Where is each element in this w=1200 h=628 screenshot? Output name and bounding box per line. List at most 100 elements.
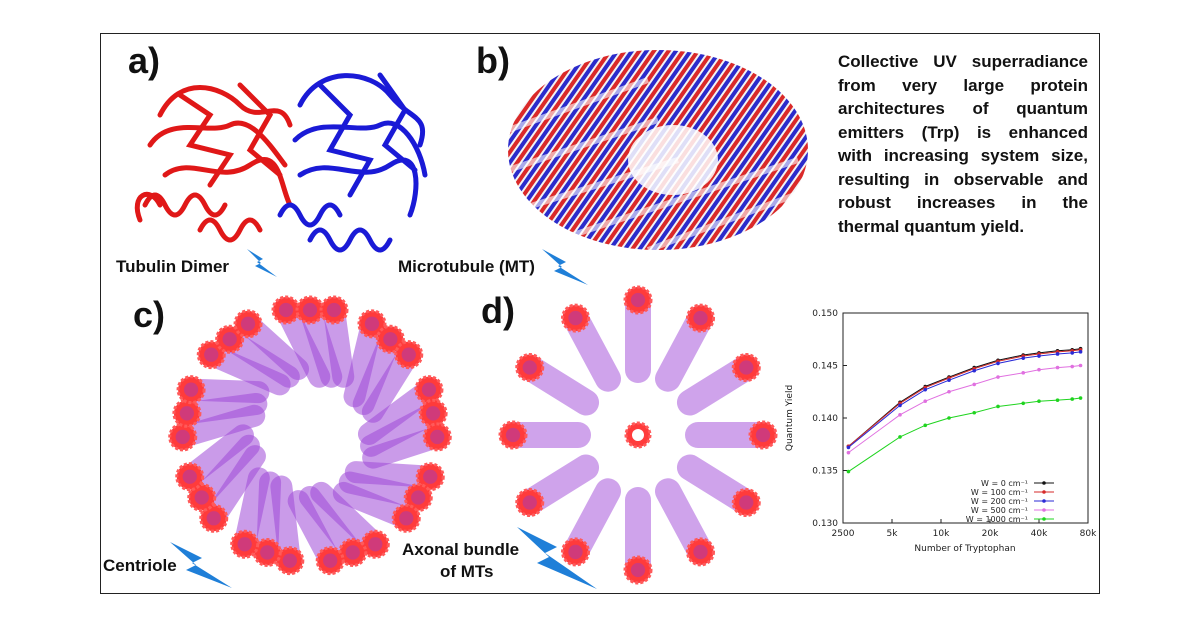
microtubule-ring bbox=[731, 488, 761, 517]
centriole-triplet bbox=[332, 461, 445, 533]
data-point bbox=[923, 423, 928, 428]
x-tick-label: 5k bbox=[887, 529, 899, 539]
microtubule-ring bbox=[172, 398, 202, 428]
quantum-yield-chart: 2500 5k 10k 20k 40k 80k 0.130 0.135 0.140 0.145 0… bbox=[785, 309, 1097, 554]
axonal-tube bbox=[623, 285, 653, 383]
microtubule-ring bbox=[418, 398, 448, 428]
caption-centriole: Centriole bbox=[103, 556, 177, 575]
microtubule-ring bbox=[168, 422, 198, 452]
data-point bbox=[947, 378, 951, 382]
microtubule-ring bbox=[748, 420, 778, 450]
y-tick-label: 0.150 bbox=[812, 309, 838, 319]
caption-tubulin-dimer: Tubulin Dimer bbox=[116, 257, 230, 276]
summary-line: robust increases in the bbox=[838, 193, 1088, 212]
y-tick-label: 0.135 bbox=[812, 467, 838, 477]
data-point bbox=[1037, 354, 1041, 358]
microtubule-ring bbox=[196, 340, 226, 370]
centriole-triplet bbox=[196, 309, 310, 396]
panel-label-d: d) bbox=[481, 290, 515, 331]
microtubule-ring bbox=[233, 309, 263, 339]
data-point bbox=[1078, 396, 1083, 400]
microtubule-ring bbox=[315, 546, 345, 576]
legend-label: W = 0 cm⁻¹ bbox=[981, 479, 1028, 488]
x-tick-label: 80k bbox=[1080, 529, 1097, 539]
central-microtubule bbox=[624, 421, 652, 449]
y-tick-label: 0.130 bbox=[812, 519, 838, 529]
microtubule-ring bbox=[686, 537, 715, 567]
microtubule-ring bbox=[731, 353, 761, 382]
microtubule-ring bbox=[561, 537, 590, 567]
legend-marker bbox=[1042, 481, 1046, 485]
caption-axonal-line1: Axonal bundle bbox=[402, 540, 520, 559]
data-point bbox=[1021, 371, 1026, 375]
data-point bbox=[1037, 399, 1041, 403]
legend-label: W = 1000 cm⁻¹ bbox=[966, 515, 1028, 524]
legend-label: W = 200 cm⁻¹ bbox=[971, 497, 1028, 506]
axonal-tube bbox=[685, 420, 778, 450]
panel-label-b: b) bbox=[476, 40, 510, 81]
data-point bbox=[846, 469, 851, 474]
tubulin-dimer-illustration bbox=[134, 72, 428, 253]
legend-marker bbox=[1042, 490, 1046, 494]
microtubule-ring bbox=[403, 483, 433, 512]
panel-label-c: c) bbox=[133, 294, 166, 335]
microtubule-ring bbox=[375, 324, 405, 354]
microtubule-ring bbox=[215, 324, 245, 354]
beta-tubulin-ribbon bbox=[277, 72, 428, 253]
legend-label: W = 500 cm⁻¹ bbox=[971, 506, 1028, 515]
microtubule-ring bbox=[176, 375, 206, 405]
microtubule-ring bbox=[357, 309, 387, 339]
data-point bbox=[1070, 364, 1075, 369]
axonal-tube bbox=[655, 303, 715, 392]
data-point bbox=[996, 404, 1000, 409]
microtubule-ring bbox=[391, 503, 421, 533]
caption-microtubule: Microtubule (MT) bbox=[398, 257, 535, 276]
microtubule-ring bbox=[295, 295, 325, 325]
y-tick-label: 0.145 bbox=[812, 362, 838, 372]
data-point bbox=[1021, 356, 1026, 360]
data-point bbox=[923, 387, 928, 392]
bolt-icon bbox=[247, 249, 277, 277]
data-point bbox=[1055, 352, 1060, 356]
microtubule-ring bbox=[414, 375, 444, 405]
microtubule-illustration bbox=[506, 50, 810, 253]
summary-line: from very large protein bbox=[838, 75, 1088, 95]
legend-marker bbox=[1042, 499, 1046, 503]
data-point bbox=[947, 416, 951, 420]
data-point bbox=[1070, 397, 1075, 401]
data-point bbox=[947, 389, 951, 394]
summary-text: Collective UV superradiance from very la… bbox=[838, 50, 1088, 238]
x-tick-label: 20k bbox=[982, 529, 999, 539]
summary-line: with increasing system size, bbox=[838, 146, 1088, 165]
centriole-illustration bbox=[168, 295, 452, 576]
data-point bbox=[898, 403, 902, 408]
microtubule-ring bbox=[561, 303, 590, 333]
panel-label-a: a) bbox=[128, 40, 161, 81]
data-point bbox=[1070, 351, 1075, 355]
x-tick-label: 10k bbox=[933, 529, 950, 539]
data-point bbox=[972, 368, 977, 373]
microtubule-ring bbox=[271, 295, 301, 325]
data-point bbox=[846, 445, 851, 450]
x-tick-label: 2500 bbox=[832, 529, 855, 539]
microtubule-ring bbox=[515, 488, 545, 517]
microtubule-ring bbox=[199, 503, 229, 533]
microtubule-ring bbox=[498, 420, 528, 450]
axonal-bundle-illustration bbox=[498, 285, 778, 585]
legend-marker bbox=[1042, 508, 1046, 512]
x-tick-label: 40k bbox=[1031, 529, 1048, 539]
centriole-triplet bbox=[175, 424, 266, 533]
microtubule-ring bbox=[175, 462, 205, 492]
microtubule-body bbox=[506, 50, 810, 253]
data-point bbox=[1055, 398, 1060, 402]
microtubule-ring bbox=[422, 422, 452, 452]
microtubule-ring bbox=[230, 529, 260, 559]
legend-marker bbox=[1042, 517, 1046, 521]
centriole-triplet bbox=[230, 467, 305, 576]
data-point bbox=[972, 410, 977, 415]
axonal-tube bbox=[655, 478, 715, 567]
data-point bbox=[846, 450, 851, 455]
y-tick-label: 0.140 bbox=[812, 414, 838, 424]
centriole-triplet bbox=[357, 375, 452, 469]
data-point bbox=[996, 361, 1000, 366]
